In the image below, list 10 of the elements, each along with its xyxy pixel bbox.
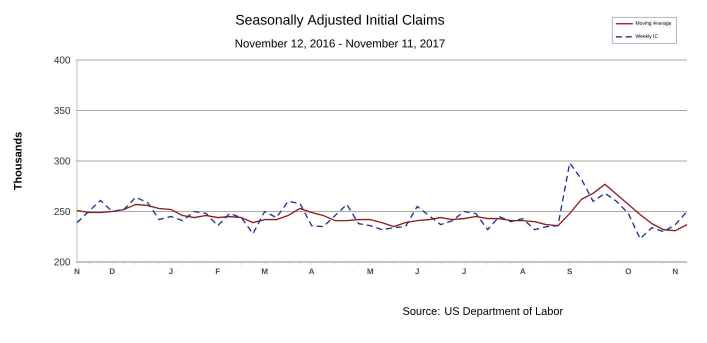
y-tick-label: 350 bbox=[54, 106, 70, 114]
y-axis-title: Thousands bbox=[14, 132, 22, 190]
y-tick-label: 250 bbox=[54, 208, 70, 216]
chart-subtitle: November 12, 2016 - November 11, 2017 bbox=[236, 39, 445, 49]
y-tick-label: 200 bbox=[54, 258, 70, 266]
source-note: Source: US Department of Labor bbox=[403, 306, 563, 318]
y-tick-label: 300 bbox=[54, 157, 70, 165]
line-series bbox=[76, 184, 688, 232]
chart-title: Seasonally Adjusted Initial Claims bbox=[236, 14, 444, 28]
y-tick-label: 400 bbox=[54, 56, 70, 64]
